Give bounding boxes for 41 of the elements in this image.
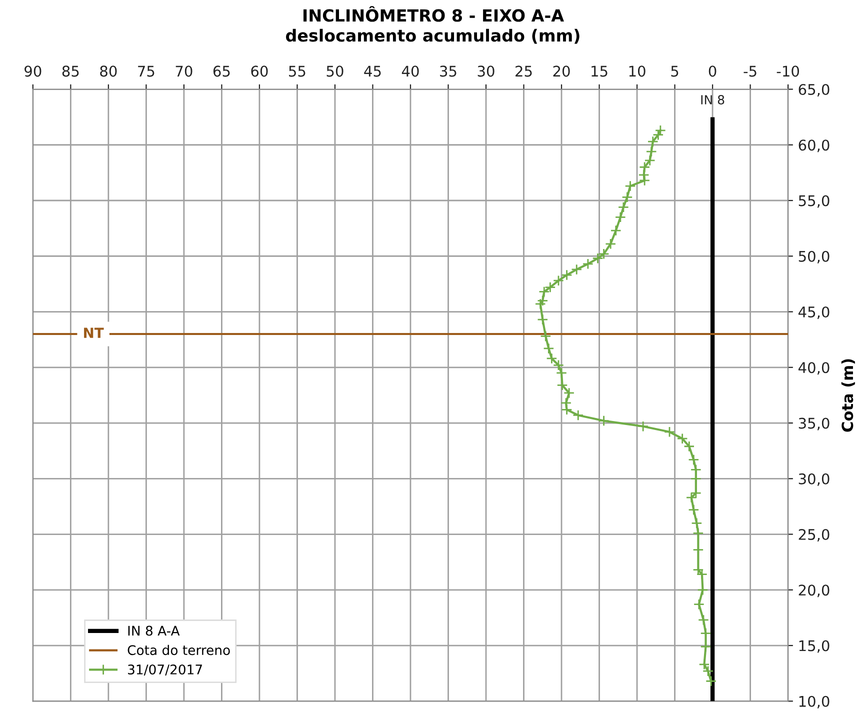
y-tick-label: 45,0 bbox=[798, 306, 830, 319]
x-tick-label: 30 bbox=[478, 66, 494, 77]
y-tick-label: 20,0 bbox=[798, 584, 830, 598]
x-tick-label: 25 bbox=[516, 66, 532, 77]
y-tick-label: 15,0 bbox=[799, 640, 830, 653]
x-tick-label: 10 bbox=[629, 66, 646, 77]
x-tick-label: 20 bbox=[553, 66, 570, 77]
x-tick-label: 70 bbox=[176, 66, 192, 77]
x-tick-label: 35 bbox=[440, 66, 456, 77]
x-tick-label: 55 bbox=[289, 66, 306, 77]
x-tick-label: 0 bbox=[708, 66, 716, 77]
x-tick-label: 45 bbox=[364, 66, 381, 77]
x-tick-label: -10 bbox=[776, 66, 799, 77]
y-tick-label: 60,0 bbox=[798, 140, 830, 152]
y-tick-label: 30,0 bbox=[798, 473, 830, 486]
y-tick-label: 25,0 bbox=[798, 528, 830, 542]
x-tick-label: 5 bbox=[671, 66, 678, 77]
y-tick-label: 10,0 bbox=[799, 696, 830, 708]
x-tick-label: 80 bbox=[100, 66, 117, 77]
x-tick-label: 40 bbox=[402, 66, 419, 77]
x-tick-label: 90 bbox=[24, 66, 42, 77]
y-tick-label: 55,0 bbox=[798, 195, 830, 208]
annotation: IN 8 bbox=[701, 95, 724, 104]
y-tick-label: 40,0 bbox=[798, 362, 830, 375]
chart-subtitle: deslocamento acumulado (mm) bbox=[286, 28, 580, 44]
x-tick-label: 60 bbox=[251, 66, 268, 77]
x-tick-label: 85 bbox=[62, 66, 79, 77]
legend-label: 31/07/2017 bbox=[128, 664, 202, 676]
x-tick-label: 65 bbox=[213, 66, 230, 77]
legend-label: IN 8 A-A bbox=[128, 626, 180, 636]
x-tick-label: 15 bbox=[592, 66, 608, 77]
y-axis-title: Cota (m) bbox=[841, 359, 855, 432]
x-tick-label: 50 bbox=[326, 66, 344, 77]
y-tick-label: 65,0 bbox=[798, 84, 830, 96]
legend-label: Cota do terreno bbox=[128, 644, 230, 656]
y-tick-label: 50,0 bbox=[798, 250, 830, 264]
chart-title: INCLINÔMETRO 8 - EIXO A-A bbox=[303, 6, 564, 22]
annotation: NT bbox=[84, 328, 104, 338]
y-tick-label: 35,0 bbox=[798, 418, 830, 430]
x-tick-label: -5 bbox=[744, 66, 756, 77]
x-tick-label: 75 bbox=[138, 66, 154, 77]
